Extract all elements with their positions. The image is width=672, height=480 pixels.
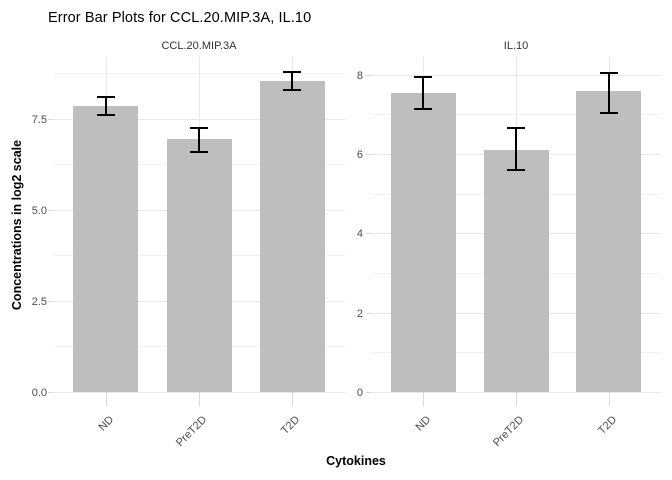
error-bar-cap-top [414, 76, 432, 78]
error-bar-line [291, 72, 293, 90]
error-bar-line [608, 73, 610, 113]
bar-pret2d [484, 150, 549, 392]
y-axis-tick-label: 5.0 [31, 204, 47, 217]
y-axis-title: Concentrations in log2 scale [10, 139, 24, 311]
x-tick-mark [106, 392, 107, 406]
y-tick-mark [366, 233, 371, 234]
y-tick-mark [366, 75, 371, 76]
x-axis-tick-label: PreT2D [490, 413, 527, 450]
y-axis-tick-label: 2 [356, 307, 363, 320]
error-bar-line [105, 97, 107, 115]
bar-t2d [576, 91, 641, 392]
y-axis-tick-label: 2.5 [31, 295, 47, 308]
error-bar-cap-bottom [97, 114, 115, 116]
y-tick-mark [48, 119, 53, 120]
chart-title: Error Bar Plots for CCL.20.MIP.3A, IL.10 [48, 10, 312, 26]
y-tick-mark [48, 301, 53, 302]
error-bar-cap-top [600, 72, 618, 74]
error-bar-cap-top [283, 71, 301, 73]
error-bar-line [515, 128, 517, 170]
x-axis-title: Cytokines [326, 454, 386, 468]
y-axis-tick-label: 8 [356, 69, 363, 82]
y-tick-mark [366, 313, 371, 314]
x-axis-tick-label: ND [413, 413, 434, 434]
bar-t2d [260, 81, 325, 392]
error-bar-cap-bottom [600, 112, 618, 114]
bar-pret2d [167, 139, 232, 392]
error-bar-cap-bottom [414, 108, 432, 110]
x-axis-tick-label: ND [96, 413, 117, 434]
x-axis-tick-label: PreT2D [173, 413, 210, 450]
error-bar-cap-bottom [507, 169, 525, 171]
x-tick-mark [609, 392, 610, 406]
error-bar-cap-top [190, 127, 208, 129]
bar-nd [391, 93, 456, 392]
x-tick-mark [199, 392, 200, 406]
x-tick-mark [516, 392, 517, 406]
error-bar-cap-top [97, 96, 115, 98]
error-bar-cap-bottom [283, 89, 301, 91]
y-tick-mark [366, 154, 371, 155]
y-axis-tick-label: 6 [356, 148, 363, 161]
y-tick-mark [48, 210, 53, 211]
x-axis-tick-label: T2D [279, 413, 303, 437]
y-axis-tick-label: 0 [356, 386, 363, 399]
error-bar-cap-bottom [190, 151, 208, 153]
y-axis-tick-label: 7.5 [31, 113, 47, 126]
x-axis-tick-label: T2D [596, 413, 620, 437]
y-axis-tick-label: 0.0 [31, 386, 47, 399]
facet-label: CCL.20.MIP.3A [161, 40, 237, 52]
y-axis-tick-label: 4 [356, 227, 363, 240]
y-tick-mark [48, 392, 53, 393]
y-tick-mark [366, 392, 371, 393]
x-tick-mark [292, 392, 293, 406]
error-bar-line [198, 128, 200, 152]
bar-nd [73, 106, 138, 392]
facet-label: IL.10 [503, 40, 529, 52]
error-bar-cap-top [507, 127, 525, 129]
x-tick-mark [423, 392, 424, 406]
error-bar-line [422, 77, 424, 109]
